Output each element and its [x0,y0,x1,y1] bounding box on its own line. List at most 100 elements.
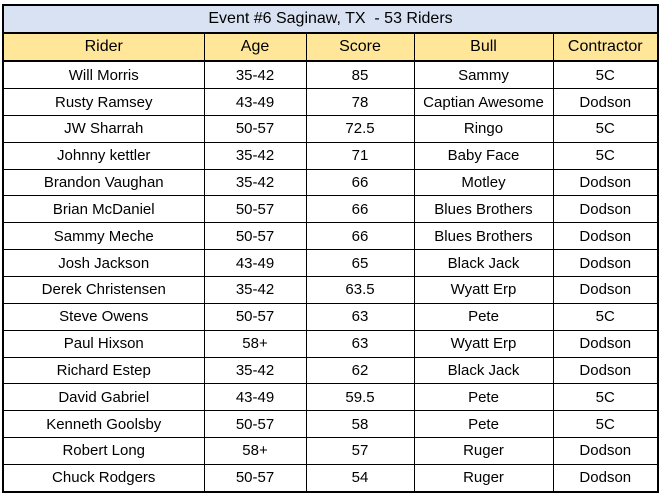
cell-age: 43-49 [203,249,307,277]
cell-contractor: 5C [552,60,659,90]
table-row: Josh Jackson 43-49 65 Black Jack Dodson [2,249,659,277]
cell-contractor: Dodson [552,437,659,465]
cell-bull: Blues Brothers [413,195,554,224]
cell-contractor: 5C [552,383,659,412]
cell-contractor: 5C [552,410,659,439]
spreadsheet-page: Event #6 Saginaw, TX - 53 Riders Rider Ag… [1,4,659,493]
cell-age: 50-57 [203,222,307,251]
table-row: Robert Long 58+ 57 Ruger Dodson [2,437,659,465]
cell-contractor: Dodson [552,88,659,116]
cell-age: 35-42 [203,60,307,90]
cell-rider: Derek Christensen [2,275,205,304]
cell-score: 63 [305,302,415,331]
cell-rider: Paul Hixson [2,329,205,358]
cell-contractor: Dodson [552,356,659,385]
cell-score: 66 [305,195,415,224]
column-header-age: Age [203,32,307,62]
table-row: Johnny kettler 35-42 71 Baby Face 5C [2,141,659,170]
cell-rider: Johnny kettler [2,141,205,170]
table-row: Richard Estep 35-42 62 Black Jack Dodson [2,356,659,385]
column-header-bull: Bull [413,32,554,62]
table-row: JW Sharrah 50-57 72.5 Ringo 5C [2,114,659,143]
cell-contractor: Dodson [552,222,659,251]
column-header-contractor: Contractor [552,32,659,62]
table-row: Brandon Vaughan 35-42 66 Motley Dodson [2,168,659,197]
cell-score: 72.5 [305,114,415,143]
event-title: Event #6 Saginaw, TX - 53 Riders [1,4,659,34]
cell-age: 50-57 [203,195,307,224]
cell-score: 85 [305,60,415,90]
column-header-score: Score [305,32,415,62]
cell-score: 57 [305,437,415,465]
cell-rider: Will Morris [2,60,205,90]
cell-contractor: Dodson [552,249,659,277]
cell-rider: David Gabriel [2,383,205,412]
cell-bull: Wyatt Erp [413,329,554,358]
cell-score: 59.5 [305,383,415,412]
cell-bull: Black Jack [413,356,554,385]
cell-rider: Chuck Rodgers [2,463,205,493]
cell-rider: Richard Estep [2,356,205,385]
column-header-rider: Rider [2,32,205,62]
cell-bull: Baby Face [413,141,554,170]
cell-age: 43-49 [203,383,307,412]
cell-age: 43-49 [203,88,307,116]
cell-bull: Ringo [413,114,554,143]
cell-contractor: Dodson [552,329,659,358]
cell-age: 35-42 [203,168,307,197]
cell-rider: Robert Long [2,437,205,465]
table-row: Steve Owens 50-57 63 Pete 5C [2,302,659,331]
cell-rider: Brandon Vaughan [2,168,205,197]
cell-score: 63 [305,329,415,358]
table-row: Kenneth Goolsby 50-57 58 Pete 5C [2,410,659,439]
cell-age: 50-57 [203,463,307,493]
table-row: Brian McDaniel 50-57 66 Blues Brothers Dodso… [2,195,659,224]
cell-score: 63.5 [305,275,415,304]
cell-score: 66 [305,168,415,197]
cell-rider: Steve Owens [2,302,205,331]
table-row: Will Morris 35-42 85 Sammy 5C [2,60,659,90]
table-body: Will Morris 35-42 85 Sammy 5C Rusty Ramsey 43-… [2,60,659,493]
cell-bull: Pete [413,383,554,412]
cell-bull: Black Jack [413,249,554,277]
cell-age: 35-42 [203,141,307,170]
table-row: David Gabriel 43-49 59.5 Pete 5C [2,383,659,412]
cell-age: 35-42 [203,356,307,385]
cell-contractor: Dodson [552,195,659,224]
cell-rider: JW Sharrah [2,114,205,143]
table-row: Rusty Ramsey 43-49 78 Captian Awesome Dodson [2,88,659,116]
cell-contractor: Dodson [552,275,659,304]
cell-score: 66 [305,222,415,251]
table-row: Derek Christensen 35-42 63.5 Wyatt Erp Dodso… [2,275,659,304]
cell-bull: Wyatt Erp [413,275,554,304]
cell-score: 78 [305,88,415,116]
cell-score: 62 [305,356,415,385]
cell-age: 50-57 [203,410,307,439]
cell-score: 65 [305,249,415,277]
cell-age: 58+ [203,437,307,465]
cell-bull: Captian Awesome [413,88,554,116]
cell-rider: Kenneth Goolsby [2,410,205,439]
cell-bull: Blues Brothers [413,222,554,251]
header-row: Rider Age Score Bull Contractor [2,32,659,62]
cell-rider: Josh Jackson [2,249,205,277]
cell-age: 58+ [203,329,307,358]
cell-age: 50-57 [203,114,307,143]
cell-contractor: 5C [552,141,659,170]
cell-age: 35-42 [203,275,307,304]
cell-score: 54 [305,463,415,493]
cell-bull: Pete [413,302,554,331]
cell-score: 58 [305,410,415,439]
cell-bull: Pete [413,410,554,439]
cell-rider: Rusty Ramsey [2,88,205,116]
cell-score: 71 [305,141,415,170]
cell-age: 50-57 [203,302,307,331]
cell-contractor: Dodson [552,463,659,493]
title-row: Event #6 Saginaw, TX - 53 Riders [1,4,659,34]
cell-contractor: Dodson [552,168,659,197]
cell-rider: Sammy Meche [2,222,205,251]
results-table: Event #6 Saginaw, TX - 53 Riders Rider Ag… [1,4,659,493]
table-row: Sammy Meche 50-57 66 Blues Brothers Dodson [2,222,659,251]
cell-bull: Motley [413,168,554,197]
cell-contractor: 5C [552,302,659,331]
